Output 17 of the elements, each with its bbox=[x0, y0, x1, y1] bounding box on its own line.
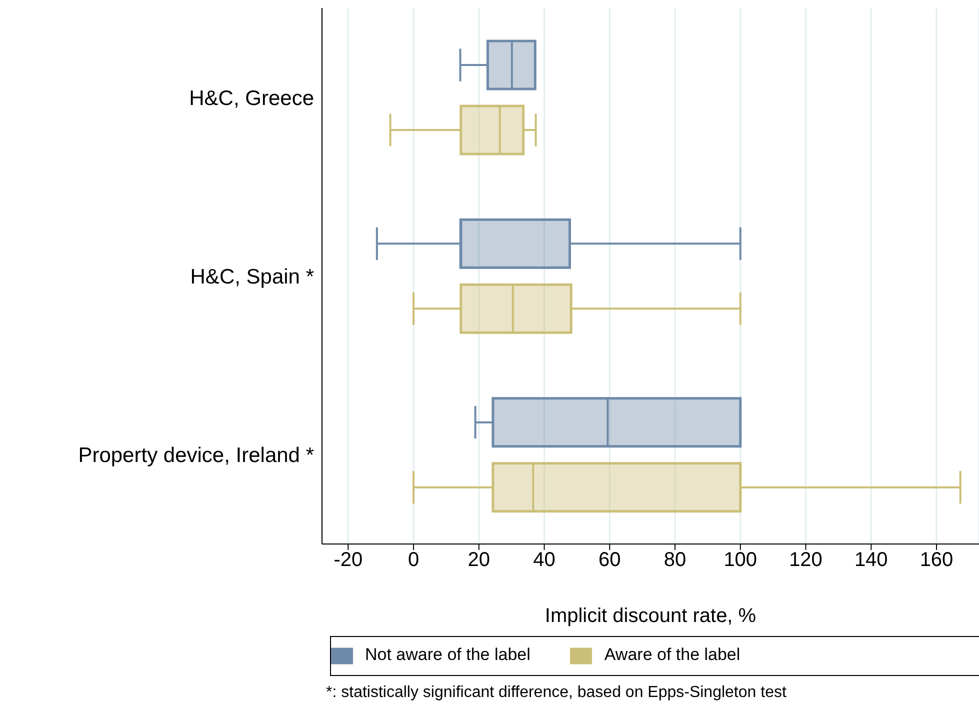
x-tick-label: 0 bbox=[408, 549, 420, 572]
x-tick-label: 100 bbox=[724, 549, 758, 572]
x-tick-label: 80 bbox=[664, 549, 686, 572]
y-tick-label: Property device, Ireland * bbox=[78, 444, 314, 468]
x-tick-label: 40 bbox=[533, 549, 556, 572]
text: *: statistically significant difference, based on Epps-Singleton test bbox=[326, 684, 788, 702]
x-tick-label: 60 bbox=[598, 549, 621, 572]
legend-label: Aware of the label bbox=[604, 645, 740, 664]
x-tick-label: 20 bbox=[468, 549, 490, 572]
y-tick-label: H&C, Spain * bbox=[190, 265, 314, 288]
x-tick-label: 160 bbox=[920, 549, 954, 572]
x-tick-label: -20 bbox=[334, 549, 363, 572]
x-axis-title: Implicit discount rate, % bbox=[544, 605, 756, 627]
y-tick-label: H&C, Greece bbox=[189, 86, 314, 110]
x-tick-label: 140 bbox=[854, 549, 888, 572]
x-tick-label: 120 bbox=[789, 549, 822, 572]
legend-label: Not aware of the label bbox=[365, 645, 530, 664]
